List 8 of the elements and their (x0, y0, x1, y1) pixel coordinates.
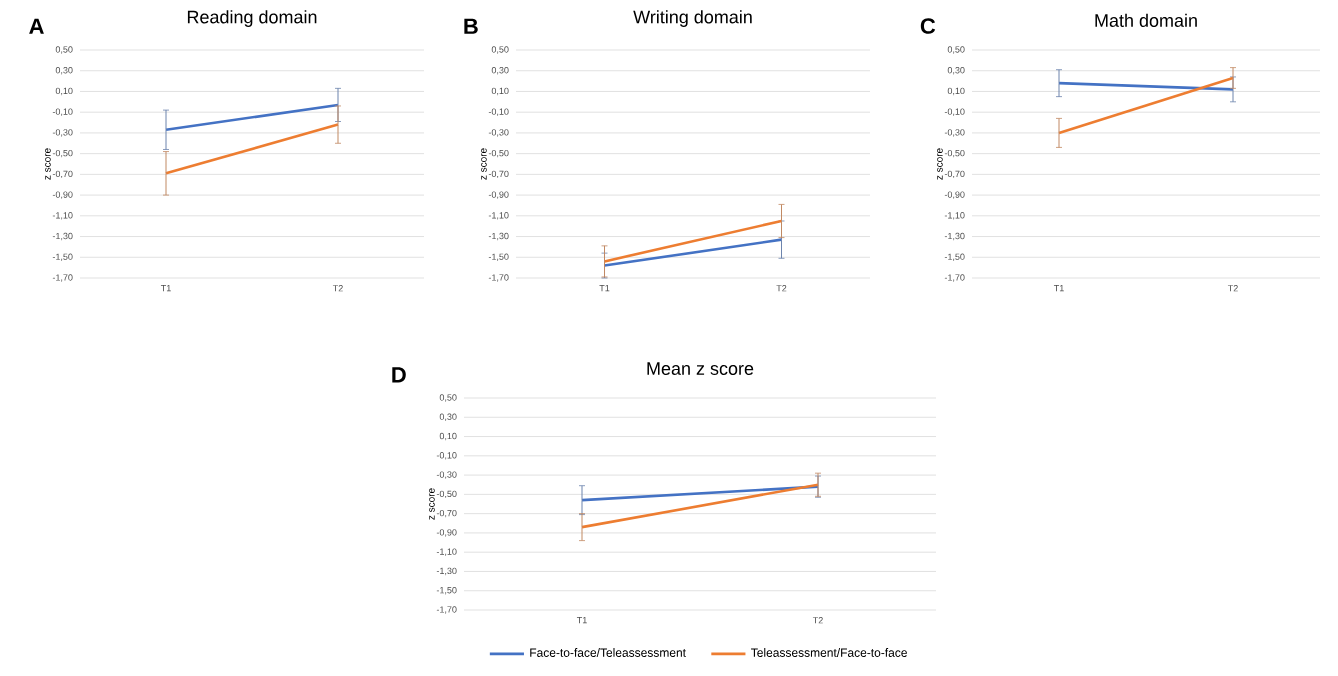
chart-title: Reading domain (187, 10, 317, 27)
text: A (29, 18, 44, 34)
chart-title: Math domain (1095, 13, 1197, 27)
chart-title: Mean z score (647, 362, 754, 375)
text: B (464, 18, 478, 34)
text: C (920, 18, 936, 34)
chart-title: Writing domain (633, 10, 752, 27)
text: D (392, 367, 406, 383)
